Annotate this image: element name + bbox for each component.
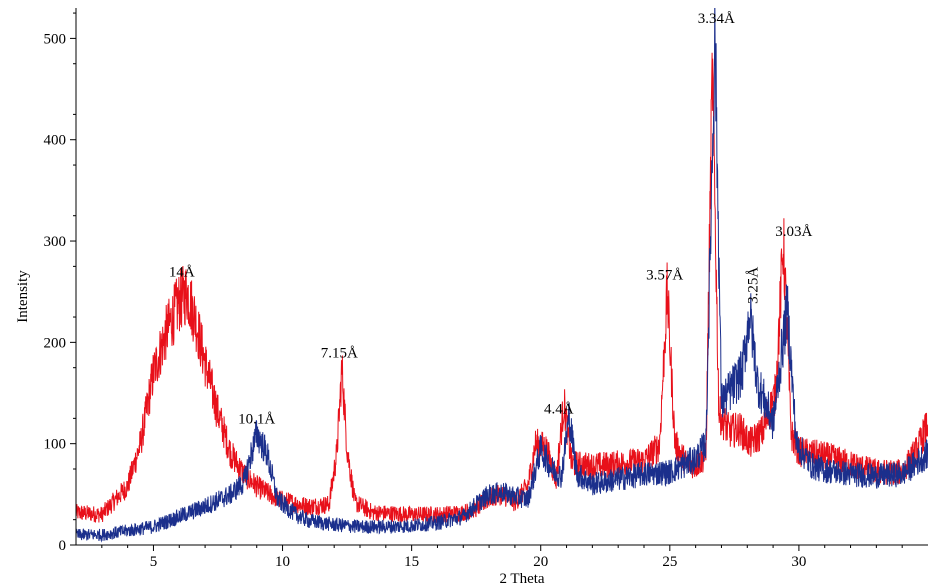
peak-label: 3.34Å — [698, 11, 735, 27]
peak-label: 14Å — [169, 265, 195, 281]
x-tick-label: 20 — [533, 554, 548, 570]
y-tick-label: 0 — [59, 538, 67, 554]
y-tick-label: 500 — [44, 31, 67, 47]
peak-label: 3.03Å — [775, 224, 812, 240]
y-tick-label: 300 — [44, 234, 67, 250]
x-tick-label: 15 — [404, 554, 419, 570]
y-tick-label: 100 — [44, 437, 67, 453]
y-tick-label: 200 — [44, 335, 67, 351]
peak-annotations: 14Å 10.1Å 7.15Å 4.4Å 3.57Å 3.34Å 3.03Å 3.25Å — [169, 11, 813, 427]
x-tick-label: 5 — [150, 554, 158, 570]
x-tick-label: 25 — [662, 554, 677, 570]
x-tick-label: 10 — [275, 554, 290, 570]
series-2-line — [76, 8, 928, 543]
peak-label: 7.15Å — [321, 346, 358, 362]
peak-label: 10.1Å — [238, 411, 275, 427]
x-axis-title: 2 Theta — [499, 571, 544, 587]
y-tick-label: 400 — [44, 133, 67, 149]
peak-label: 4.4Å — [544, 401, 574, 417]
x-tick-label: 30 — [791, 554, 806, 570]
peak-label: 3.25Å — [745, 267, 761, 304]
peak-label: 3.57Å — [646, 268, 683, 284]
y-axis-title: Intensity — [15, 270, 31, 323]
plot-lines — [76, 8, 928, 543]
